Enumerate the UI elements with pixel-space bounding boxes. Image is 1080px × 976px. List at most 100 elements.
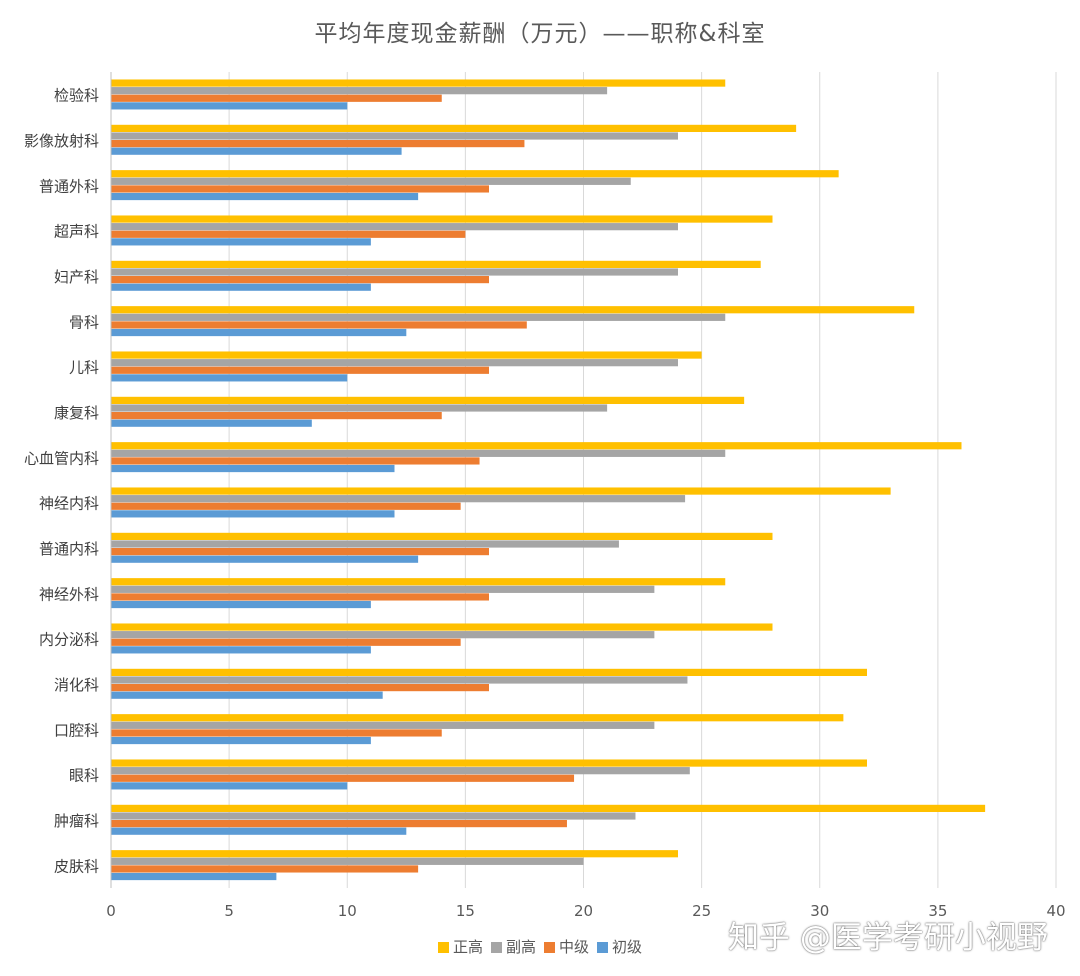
bar bbox=[111, 721, 655, 729]
bar bbox=[111, 404, 608, 412]
category-label: 康复科 bbox=[54, 404, 99, 422]
legend-item: 初级 bbox=[597, 936, 642, 957]
bar bbox=[111, 351, 702, 359]
bar bbox=[111, 177, 631, 185]
category-label: 神经内科 bbox=[39, 495, 99, 513]
bar bbox=[111, 140, 525, 148]
bar bbox=[111, 283, 371, 291]
bar bbox=[111, 487, 891, 495]
bar bbox=[111, 857, 584, 865]
bar bbox=[111, 532, 773, 540]
bar bbox=[111, 804, 986, 812]
category-label: 神经外科 bbox=[39, 585, 99, 603]
category-label: 消化科 bbox=[54, 676, 99, 694]
bar bbox=[111, 442, 962, 450]
bar bbox=[111, 268, 678, 276]
bar bbox=[111, 540, 619, 548]
bar bbox=[111, 812, 636, 820]
bar bbox=[111, 714, 844, 722]
bar bbox=[111, 102, 348, 110]
bar bbox=[111, 736, 371, 745]
bar bbox=[111, 850, 678, 858]
legend-item: 副高 bbox=[490, 936, 536, 957]
bar bbox=[111, 623, 773, 631]
bar bbox=[111, 684, 489, 692]
bar bbox=[111, 215, 773, 223]
bar bbox=[111, 185, 489, 193]
x-tick-label: 35 bbox=[928, 902, 947, 920]
bar bbox=[111, 313, 726, 321]
legend-swatch bbox=[597, 942, 609, 953]
category-label: 肿瘤科 bbox=[54, 812, 99, 830]
bar bbox=[111, 585, 655, 593]
legend-label: 副高 bbox=[505, 938, 536, 956]
category-label: 口腔科 bbox=[54, 721, 99, 739]
bar bbox=[111, 419, 312, 427]
bar bbox=[111, 132, 678, 140]
bar bbox=[111, 147, 402, 155]
bar bbox=[111, 276, 489, 284]
bar bbox=[111, 865, 419, 873]
legend-item: 中级 bbox=[544, 936, 589, 957]
bar bbox=[111, 306, 915, 314]
bar bbox=[111, 820, 567, 828]
bar bbox=[111, 767, 690, 775]
category-label: 影像放射科 bbox=[24, 132, 99, 150]
bar bbox=[111, 223, 678, 231]
bar bbox=[111, 774, 575, 782]
bar bbox=[111, 124, 797, 132]
x-tick-label: 20 bbox=[574, 902, 593, 920]
x-tick-label: 25 bbox=[692, 902, 711, 920]
bar bbox=[111, 691, 383, 699]
bar bbox=[111, 79, 726, 87]
bar bbox=[111, 782, 348, 790]
bar bbox=[111, 872, 277, 881]
x-tick-label: 10 bbox=[338, 902, 357, 920]
legend-swatch bbox=[490, 942, 502, 953]
bar bbox=[111, 759, 867, 767]
chart-legend: 正高 副高 中级 初级 bbox=[0, 936, 1080, 957]
legend-swatch bbox=[437, 942, 449, 953]
category-label: 普通内科 bbox=[39, 540, 99, 558]
bar bbox=[111, 464, 395, 473]
bar bbox=[111, 668, 867, 676]
category-label: 检验科 bbox=[54, 87, 99, 105]
legend-label: 正高 bbox=[452, 938, 483, 956]
bar bbox=[111, 192, 419, 201]
category-label: 儿科 bbox=[69, 359, 99, 377]
bar bbox=[111, 328, 407, 337]
bar bbox=[111, 457, 480, 465]
bar bbox=[111, 449, 726, 457]
category-label: 超声科 bbox=[54, 223, 99, 241]
chart-title: 平均年度现金薪酬（万元）——职称&科室 bbox=[314, 21, 766, 47]
x-tick-label: 15 bbox=[456, 902, 475, 920]
x-tick-label: 30 bbox=[810, 902, 829, 920]
bar bbox=[111, 366, 489, 374]
legend-swatch bbox=[544, 942, 555, 953]
category-label: 内分泌科 bbox=[39, 631, 99, 649]
bar bbox=[111, 578, 726, 586]
bar bbox=[111, 600, 371, 609]
bar bbox=[111, 555, 419, 563]
bar bbox=[111, 646, 371, 654]
watermark: 知乎 @医学考研小视野 bbox=[728, 920, 1048, 956]
bar bbox=[111, 170, 839, 178]
legend-label: 初级 bbox=[612, 938, 643, 956]
category-label: 普通外科 bbox=[39, 177, 99, 195]
category-label: 妇产科 bbox=[54, 268, 99, 286]
category-label: 骨科 bbox=[69, 313, 99, 331]
bar bbox=[111, 321, 527, 329]
category-label: 心血管内科 bbox=[24, 449, 99, 467]
bar bbox=[111, 631, 655, 639]
bar bbox=[111, 593, 489, 601]
category-label: 眼科 bbox=[69, 767, 99, 785]
bar bbox=[111, 359, 678, 367]
bar bbox=[111, 495, 686, 503]
bar bbox=[111, 827, 407, 835]
bar bbox=[111, 260, 761, 268]
bar bbox=[111, 412, 442, 420]
bar bbox=[111, 638, 461, 646]
bar bbox=[111, 676, 688, 684]
x-tick-label: 5 bbox=[224, 902, 234, 920]
x-tick-label: 40 bbox=[1046, 902, 1065, 920]
